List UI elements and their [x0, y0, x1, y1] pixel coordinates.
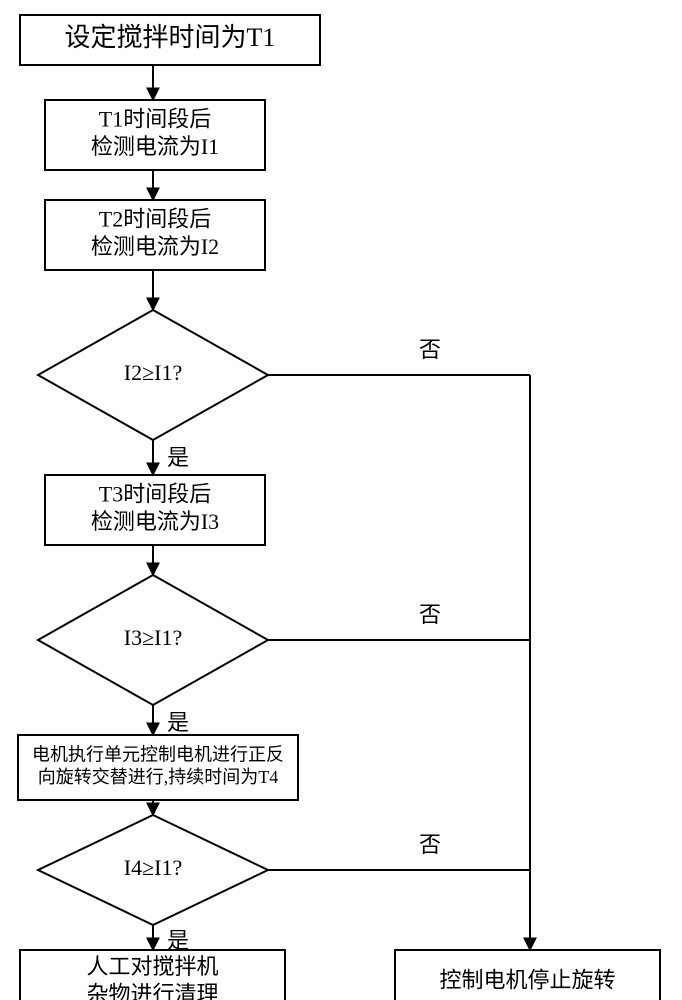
node-text: 检测电流为I3: [91, 509, 219, 534]
edge-label: 是: [167, 710, 189, 735]
node-text: 检测电流为I1: [91, 134, 219, 159]
node-text: I3≥I1?: [124, 625, 183, 650]
edge-label: 否: [419, 832, 441, 857]
node-text: I2≥I1?: [124, 360, 183, 385]
node-text: 设定搅拌时间为T1: [65, 23, 276, 52]
node-text: 电机执行单元控制电机进行正反: [32, 744, 284, 764]
node-text: T1时间段后: [99, 106, 211, 131]
node-text: 检测电流为I2: [91, 234, 219, 259]
edge-label: 否: [419, 337, 441, 362]
edge-label: 是: [167, 928, 189, 953]
node-text: T2时间段后: [99, 206, 211, 231]
node-text: 控制电机停止旋转: [439, 968, 615, 993]
node-text: 杂物进行清理: [86, 981, 218, 1000]
edge-label: 是: [167, 445, 189, 470]
node-text: 向旋转交替进行,持续时间为T4: [38, 767, 279, 787]
node-text: T3时间段后: [99, 481, 211, 506]
edge-label: 否: [419, 602, 441, 627]
node-text: 人工对搅拌机: [86, 954, 218, 979]
node-text: I4≥I1?: [124, 855, 183, 880]
